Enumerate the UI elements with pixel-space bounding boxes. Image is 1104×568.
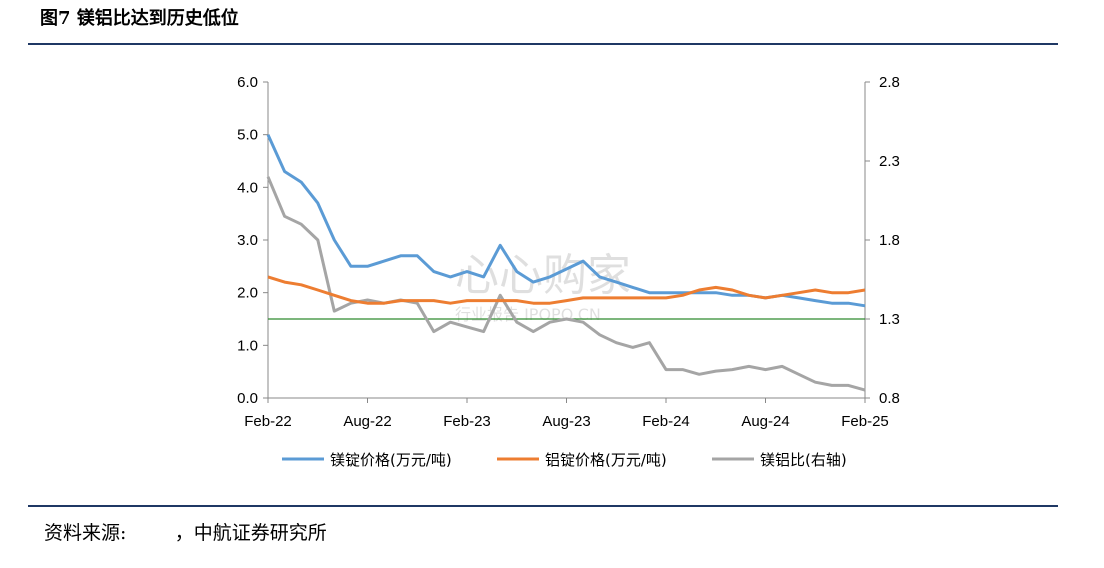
y-left-tick-label: 6.0 [237, 74, 258, 91]
y-right-tick-label: 2.8 [879, 74, 900, 91]
x-tick-label: Aug-22 [343, 413, 391, 430]
x-tick-label: Feb-23 [443, 413, 491, 430]
top-rule [28, 43, 1058, 45]
x-tick-label: Feb-25 [841, 413, 889, 430]
source-note: 资料来源: ，中航证券研究所 [44, 518, 327, 545]
x-tick-label: Feb-22 [244, 413, 292, 430]
legend-label-0: 镁锭价格(万元/吨) [330, 451, 452, 469]
chart-series [266, 134, 866, 392]
y-left-tick-label: 0.0 [237, 390, 258, 407]
series-line-1 [267, 275, 866, 305]
legend-label-1: 铝锭价格(万元/吨) [545, 451, 667, 469]
source-text: ，中航证券研究所 [174, 522, 327, 544]
x-tick-label: Aug-24 [741, 413, 789, 430]
y-right-tick-label: 0.8 [879, 390, 900, 407]
bottom-rule [28, 505, 1058, 507]
y-left-tick-label: 3.0 [237, 232, 258, 249]
chart-legend: 镁锭价格(万元/吨) 铝锭价格(万元/吨) 镁铝比(右轴) [282, 451, 847, 469]
watermark: 心心购家 行业报告 IPOPO.CN [455, 250, 631, 324]
x-tick-label: Aug-23 [542, 413, 590, 430]
legend-label-2: 镁铝比(右轴) [760, 451, 847, 469]
y-right-tick-label: 1.8 [879, 232, 900, 249]
x-tick-label: Feb-24 [642, 413, 690, 430]
chart: 0.0 1.0 2.0 3.0 4.0 5.0 6.0 0.8 1.3 1.8 2.3 2.8 Feb-… [237, 74, 900, 469]
y-right-tick-label: 1.3 [879, 311, 900, 328]
y-left-tick-label: 2.0 [237, 285, 258, 302]
source-label: 资料来源: [44, 522, 127, 544]
figure-title: 图7 镁铝比达到历史低位 [40, 8, 239, 29]
series-line-2 [266, 176, 866, 392]
y-left-tick-label: 4.0 [237, 179, 258, 196]
y-left-tick-label: 1.0 [237, 337, 258, 354]
chart-axes: 0.0 1.0 2.0 3.0 4.0 5.0 6.0 0.8 1.3 1.8 2.3 2.8 Feb-… [237, 74, 900, 430]
y-right-tick-label: 2.3 [879, 153, 900, 170]
y-left-tick-label: 5.0 [237, 127, 258, 144]
